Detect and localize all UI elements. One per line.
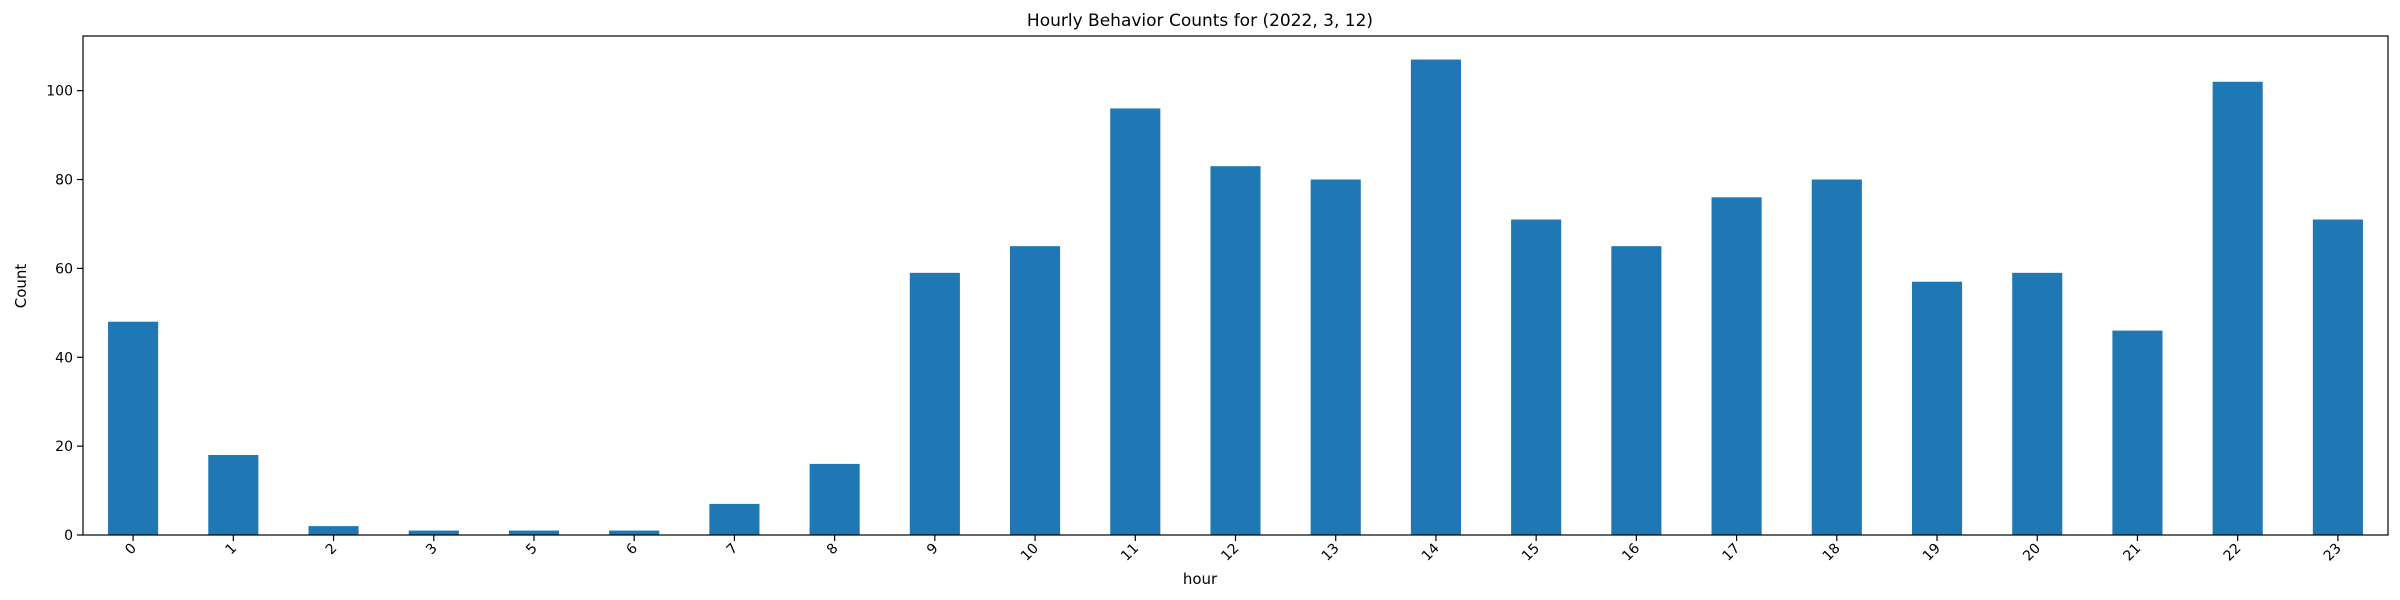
x-tick-label: 16	[1619, 540, 1643, 564]
x-tick-label: 19	[1920, 541, 1944, 565]
bar-hour-18	[1811, 179, 1862, 535]
bar-hour-21	[2112, 330, 2163, 535]
x-tick-label: 15	[1519, 541, 1543, 565]
x-tick-label: 12	[1218, 541, 1242, 565]
x-tick-label: 14	[1419, 540, 1443, 564]
y-tick-label: 0	[64, 528, 73, 544]
bar-hour-23	[2312, 219, 2363, 535]
x-tick-label: 1	[223, 541, 241, 559]
x-tick-label: 2	[323, 541, 341, 559]
x-tick-label: 23	[2321, 541, 2345, 565]
y-tick-label: 40	[55, 350, 73, 366]
bar-hour-15	[1511, 219, 1562, 535]
x-tick-label: 9	[924, 541, 942, 559]
bar-hour-5	[508, 530, 560, 535]
bar-hour-13	[1310, 179, 1361, 535]
x-tick-label: 18	[1820, 541, 1844, 565]
y-tick-label: 100	[46, 84, 73, 100]
y-tick-label: 20	[55, 439, 73, 455]
bar-hour-19	[1911, 281, 1963, 535]
bar-hour-11	[1110, 108, 1161, 535]
x-tick-label: 11	[1118, 541, 1142, 565]
x-tick-label: 6	[623, 540, 641, 558]
x-tick-label: 5	[523, 541, 541, 559]
x-tick-label: 10	[1018, 541, 1042, 565]
x-axis-label: hour	[1183, 570, 1218, 588]
bar-hour-7	[709, 503, 760, 535]
bar-hour-22	[2212, 81, 2263, 536]
bar-hour-17	[1711, 197, 1762, 535]
bar-hour-16	[1611, 246, 1662, 536]
x-tick-label: 21	[2120, 541, 2144, 565]
x-tick-label: 3	[423, 541, 441, 559]
x-tick-label: 7	[724, 541, 742, 559]
bar-hour-14	[1410, 59, 1461, 535]
x-tick-label: 8	[824, 541, 842, 559]
bar-hour-8	[809, 463, 860, 535]
chart-title: Hourly Behavior Counts for (2022, 3, 12)	[1027, 11, 1373, 31]
bar-hour-2	[308, 526, 359, 535]
bar-hour-1	[208, 455, 259, 535]
bar-hour-6	[609, 530, 660, 535]
bar-hour-0	[108, 321, 159, 535]
bar-hour-9	[909, 272, 960, 535]
bar-hour-10	[1010, 246, 1061, 536]
x-tick-label: 22	[2221, 541, 2245, 565]
x-tick-label: 20	[2020, 541, 2044, 565]
bar-hour-20	[2012, 272, 2063, 535]
y-tick-label: 80	[55, 173, 73, 189]
bar-hour-3	[408, 530, 459, 535]
x-tick-label: 0	[122, 541, 140, 559]
x-tick-label: 17	[1719, 541, 1743, 565]
y-axis-label: Count	[12, 264, 30, 309]
x-tick-label: 13	[1319, 541, 1343, 565]
y-tick-label: 60	[55, 261, 73, 277]
bar-hour-12	[1210, 166, 1261, 535]
